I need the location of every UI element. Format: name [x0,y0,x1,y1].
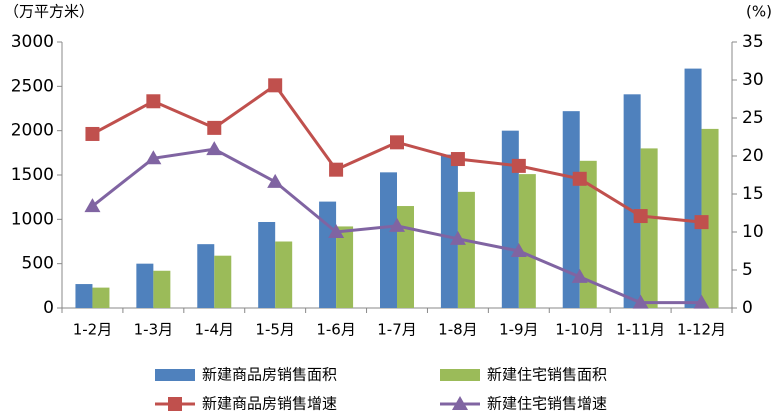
y-tick-label: 500 [22,254,54,274]
marker [389,217,405,232]
x-tick-label: 1-8月 [438,321,478,339]
bar [518,174,536,308]
marker [329,162,344,177]
y-tick-label: 2000 [11,121,54,141]
marker [511,158,526,173]
bar [640,148,658,308]
bar [684,68,702,308]
legend-label: 新建住宅销售增速 [487,395,607,413]
marker [328,224,345,238]
bar [197,244,215,308]
bar [380,172,397,308]
x-tick-label: 1-7月 [377,321,417,339]
x-tick-label: 1-11月 [616,321,665,339]
bar [275,241,293,308]
bar [258,221,276,308]
x-tick-label: 1-6月 [316,321,356,339]
marker [571,268,588,283]
y-tick-label: 2500 [11,76,54,96]
y2-tick-label: 20 [742,146,764,166]
y2-tick-label: 35 [742,32,764,52]
y2-tick-label: 0 [742,298,753,318]
y2-tick-label: 30 [742,70,764,90]
x-tick-label: 1-9月 [499,321,539,339]
x-tick-label: 1-5月 [255,321,295,339]
marker [268,78,283,93]
bar [440,154,458,308]
x-tick-label: 1-10月 [555,321,604,339]
marker [145,150,162,165]
x-tick-label: 1-4月 [195,321,235,339]
bar [336,226,354,308]
legend-marker [168,397,182,411]
legend-swatch [440,369,480,381]
legend-swatch [155,369,195,381]
bar [136,263,154,308]
y-tick-label: 1500 [11,165,54,185]
marker [694,215,709,230]
bar [214,255,232,308]
marker [207,120,222,135]
bar [75,284,93,308]
marker [390,135,404,150]
bar [562,111,580,308]
marker [146,94,161,109]
y-tick-label: 1000 [11,209,54,229]
bar [319,201,337,308]
bar [153,270,171,308]
marker [450,152,465,167]
bar [579,160,597,308]
y-axis-label: （万平方米） [4,3,94,21]
marker [572,171,587,186]
y2-tick-label: 25 [742,108,764,128]
y2-tick-label: 10 [742,222,764,242]
bar [92,287,110,308]
bar [397,206,414,308]
legend-label: 新建商品房销售面积 [202,366,337,384]
bar [501,130,519,308]
y2-axis-label: (%) [746,3,772,21]
legend-marker [452,396,468,410]
legend-label: 新建住宅销售面积 [487,366,607,384]
marker [693,294,710,309]
marker [632,294,649,309]
y-tick-label: 0 [43,298,54,318]
x-tick-label: 1-12月 [677,321,726,339]
marker [267,173,284,188]
bar [701,128,719,308]
marker [449,230,466,245]
x-tick-label: 1-2月 [73,321,113,339]
x-tick-label: 1-3月 [134,321,174,339]
y2-tick-label: 15 [742,184,764,204]
y2-tick-label: 5 [742,260,753,280]
legend-label: 新建商品房销售增速 [202,395,337,413]
marker [85,126,100,141]
marker [206,141,223,156]
bar [457,191,475,308]
marker [633,209,648,224]
marker [84,198,101,213]
y-tick-label: 3000 [11,32,54,52]
bar [623,94,641,309]
marker [510,243,527,257]
